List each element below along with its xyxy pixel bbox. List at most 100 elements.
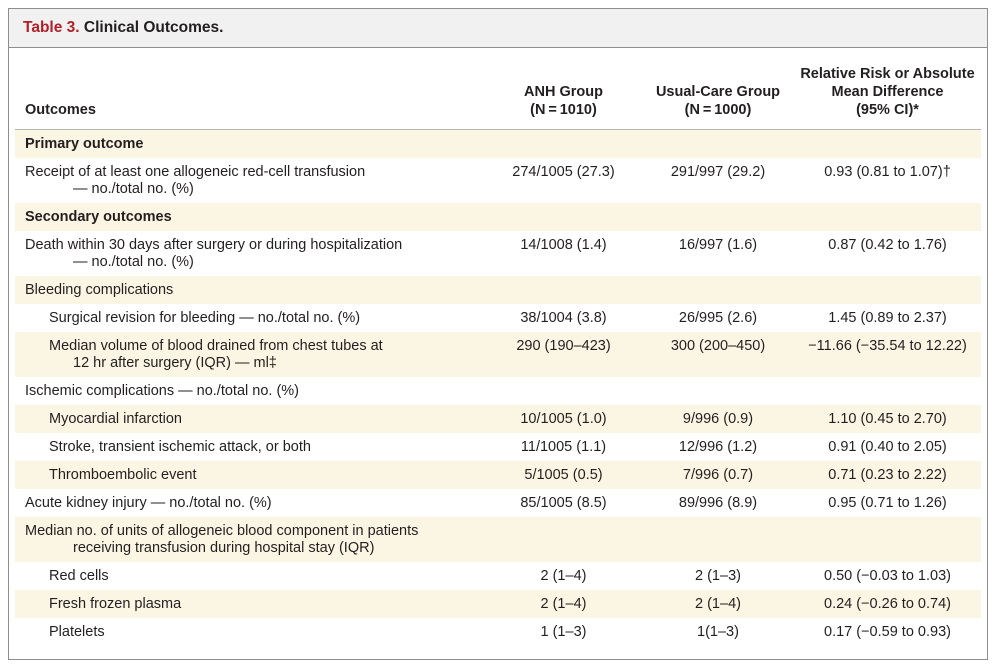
row-label-line-1: Death within 30 days after surgery or du… xyxy=(25,236,403,253)
cell-anh: 5/1005 (0.5) xyxy=(485,460,642,489)
cell-usual xyxy=(642,202,794,231)
cell-usual: 12/996 (1.2) xyxy=(678,438,758,455)
row-label: Ischemic complications — no./total no. (… xyxy=(25,382,299,399)
table-row: Median no. of units of allogeneic blood … xyxy=(15,516,981,562)
cell-anh: 2 (1–4) xyxy=(485,589,642,618)
cell-anh: 2 (1–4) xyxy=(540,567,587,584)
row-label: Surgical revision for bleeding — no./tot… xyxy=(49,309,361,326)
header-rr-line-3: (95% CI)* xyxy=(856,101,919,118)
table-title-bar: Table 3. Clinical Outcomes. xyxy=(9,9,987,48)
table-row: Thromboembolic event 5/1005 (0.5) 7/996 … xyxy=(15,460,981,489)
table-row: Primary outcome xyxy=(15,129,981,158)
header-relative-risk: Relative Risk or Absolute Mean Differenc… xyxy=(794,56,981,129)
table-body: Primary outcome Receipt of at least one … xyxy=(15,129,981,646)
cell-rr: 0.91 (0.40 to 2.05) xyxy=(828,438,947,455)
cell-rr: 0.93 (0.81 to 1.07)† xyxy=(824,163,951,180)
header-rr-line-2: Mean Difference xyxy=(831,83,944,100)
row-label: Acute kidney injury — no./total no. (%) xyxy=(25,494,272,511)
cell-usual: 9/996 (0.9) xyxy=(642,404,794,433)
cell-anh xyxy=(485,275,642,304)
cell-rr: 1.10 (0.45 to 2.70) xyxy=(794,404,981,433)
table-caption: Clinical Outcomes. xyxy=(83,19,224,36)
row-label: Bleeding complications xyxy=(15,275,485,304)
table-row: Median volume of blood drained from ches… xyxy=(15,331,981,377)
cell-usual xyxy=(642,275,794,304)
table-row: Death within 30 days after surgery or du… xyxy=(15,231,981,276)
table-row: Ischemic complications — no./total no. (… xyxy=(15,377,981,405)
clinical-outcomes-table: Outcomes ANH Group (N = 1010) Usual-Care… xyxy=(15,56,981,646)
cell-anh xyxy=(485,129,642,158)
row-label: Thromboembolic event xyxy=(15,460,485,489)
row-label: Myocardial infarction xyxy=(15,404,485,433)
cell-anh xyxy=(485,202,642,231)
header-usual-line-2: (N = 1000) xyxy=(684,101,752,118)
cell-usual xyxy=(642,129,794,158)
cell-rr xyxy=(794,275,981,304)
cell-rr xyxy=(794,129,981,158)
table-row: Surgical revision for bleeding — no./tot… xyxy=(15,304,981,332)
row-label: Stroke, transient ischemic attack, or bo… xyxy=(49,438,311,455)
row-label: Receipt of at least one allogeneic red-c… xyxy=(15,158,485,203)
table-title: Table 3. Clinical Outcomes. xyxy=(23,19,223,37)
cell-rr: 0.71 (0.23 to 2.22) xyxy=(794,460,981,489)
cell-anh: 10/1005 (1.0) xyxy=(485,404,642,433)
cell-usual: 291/997 (29.2) xyxy=(670,163,766,180)
cell-anh: 1 (1–3) xyxy=(540,623,587,640)
table-frame: Table 3. Clinical Outcomes. Outcomes ANH… xyxy=(8,8,988,660)
cell-rr: 0.24 (−0.26 to 0.74) xyxy=(794,589,981,618)
cell-rr: 1.45 (0.89 to 2.37) xyxy=(828,309,947,326)
row-label: Death within 30 days after surgery or du… xyxy=(15,231,485,276)
cell-usual: 300 (200–450) xyxy=(642,331,794,377)
cell-usual: 7/996 (0.7) xyxy=(642,460,794,489)
cell-rr: 0.95 (0.71 to 1.26) xyxy=(828,494,947,511)
cell-rr: 0.50 (−0.03 to 1.03) xyxy=(824,567,951,584)
cell-rr xyxy=(794,516,981,562)
cell-usual: 26/995 (2.6) xyxy=(678,309,758,326)
cell-usual: 1(1–3) xyxy=(697,623,739,640)
header-usual-care-group: Usual-Care Group (N = 1000) xyxy=(642,56,794,129)
table-row: Stroke, transient ischemic attack, or bo… xyxy=(15,433,981,461)
cell-usual: 16/997 (1.6) xyxy=(678,236,758,253)
header-anh-group: ANH Group (N = 1010) xyxy=(485,56,642,129)
row-label: Platelets xyxy=(49,623,105,640)
cell-usual xyxy=(642,516,794,562)
table-row: Bleeding complications xyxy=(15,275,981,304)
cell-anh xyxy=(485,377,642,405)
cell-rr: 0.17 (−0.59 to 0.93) xyxy=(824,623,951,640)
table-header: Outcomes ANH Group (N = 1010) Usual-Care… xyxy=(15,56,981,129)
row-label-line-1: Receipt of at least one allogeneic red-c… xyxy=(25,163,366,180)
table-row: Secondary outcomes xyxy=(15,202,981,231)
table-label: Table 3. xyxy=(23,19,80,36)
row-label-line-1: Median no. of units of allogeneic blood … xyxy=(25,522,419,539)
cell-usual: 89/996 (8.9) xyxy=(678,494,758,511)
row-label-line-1: Median volume of blood drained from ches… xyxy=(49,337,383,354)
row-label-line-2: — no./total no. (%) xyxy=(73,180,194,197)
row-label: Median volume of blood drained from ches… xyxy=(15,331,485,377)
row-label-line-2: 12 hr after surgery (IQR) — ml‡ xyxy=(73,354,277,371)
row-label: Secondary outcomes xyxy=(15,202,485,231)
cell-anh: 14/1008 (1.4) xyxy=(520,236,607,253)
header-anh-line-2: (N = 1010) xyxy=(530,101,597,118)
row-label: Fresh frozen plasma xyxy=(15,589,485,618)
row-label-line-2: — no./total no. (%) xyxy=(73,253,194,270)
cell-usual xyxy=(642,377,794,405)
cell-usual: 2 (1–3) xyxy=(695,567,741,584)
table-row: Red cells 2 (1–4) 2 (1–3) 0.50 (−0.03 to… xyxy=(15,562,981,590)
table-row: Receipt of at least one allogeneic red-c… xyxy=(15,158,981,203)
cell-rr: 0.87 (0.42 to 1.76) xyxy=(828,236,947,253)
row-label-line-2: receiving transfusion during hospital st… xyxy=(73,539,375,556)
cell-anh xyxy=(485,516,642,562)
cell-anh: 85/1005 (8.5) xyxy=(520,494,607,511)
header-rr-line-1: Relative Risk or Absolute xyxy=(800,65,975,82)
cell-anh: 274/1005 (27.3) xyxy=(512,163,615,180)
table-row: Myocardial infarction 10/1005 (1.0) 9/99… xyxy=(15,404,981,433)
cell-usual: 2 (1–4) xyxy=(642,589,794,618)
table-row: Acute kidney injury — no./total no. (%) … xyxy=(15,489,981,517)
cell-rr xyxy=(794,377,981,405)
table-row: Fresh frozen plasma 2 (1–4) 2 (1–4) 0.24… xyxy=(15,589,981,618)
header-anh-line-1: ANH Group xyxy=(524,83,603,100)
cell-rr xyxy=(794,202,981,231)
cell-anh: 38/1004 (3.8) xyxy=(520,309,607,326)
table-row: Platelets 1 (1–3) 1(1–3) 0.17 (−0.59 to … xyxy=(15,618,981,646)
cell-rr: −11.66 (−35.54 to 12.22) xyxy=(794,331,981,377)
